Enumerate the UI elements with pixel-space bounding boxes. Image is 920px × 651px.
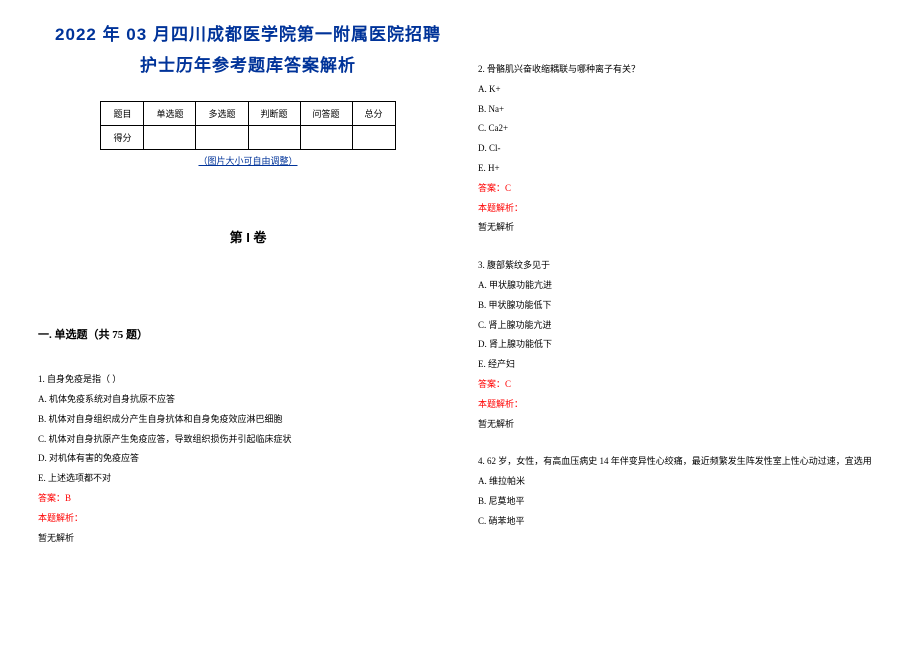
question-4: 4. 62 岁，女性，有高血压病史 14 年伴变异性心绞痛，最近频繁发生阵发性室… <box>478 452 898 531</box>
title-line-2: 护士历年参考题库答案解析 <box>38 51 458 82</box>
image-resize-link[interactable]: （图片大小可自由调整） <box>198 156 297 166</box>
td-empty <box>196 126 248 150</box>
q1-opt-a: A. 机体免疫系统对自身抗原不应答 <box>38 390 458 410</box>
th-judge: 判断题 <box>248 102 300 126</box>
q1-opt-c: C. 机体对自身抗原产生免疫应答，导致组织损伤并引起临床症状 <box>38 430 458 450</box>
section-title: 一. 单选题（共 75 题） <box>38 326 458 342</box>
td-empty <box>248 126 300 150</box>
q3-opt-a: A. 甲状腺功能亢进 <box>478 276 898 296</box>
td-empty <box>352 126 395 150</box>
q3-opt-d: D. 肾上腺功能低下 <box>478 335 898 355</box>
q4-opt-a: A. 维拉帕米 <box>478 472 898 492</box>
table-score-row: 得分 <box>101 126 395 150</box>
score-table: 题目 单选题 多选题 判断题 问答题 总分 得分 <box>100 101 395 150</box>
question-3: 3. 腹部紫纹多见于 A. 甲状腺功能亢进 B. 甲状腺功能低下 C. 肾上腺功… <box>478 256 898 434</box>
q2-opt-d: D. Cl- <box>478 139 898 159</box>
q3-explain: 本题解析：暂无解析 <box>478 395 898 435</box>
q3-answer: 答案：C <box>478 375 898 395</box>
q2-opt-b: B. Na+ <box>478 100 898 120</box>
th-single: 单选题 <box>144 102 196 126</box>
question-1: 1. 自身免疫是指（ ） A. 机体免疫系统对自身抗原不应答 B. 机体对自身组… <box>38 370 458 548</box>
q3-opt-c: C. 肾上腺功能亢进 <box>478 316 898 336</box>
q3-opt-b: B. 甲状腺功能低下 <box>478 296 898 316</box>
spacer <box>478 238 898 256</box>
q2-answer: 答案：C <box>478 179 898 199</box>
q2-opt-a: A. K+ <box>478 80 898 100</box>
td-empty <box>144 126 196 150</box>
image-caption: （图片大小可自由调整） <box>38 154 458 167</box>
q2-opt-e: E. H+ <box>478 159 898 179</box>
q1-explain: 本题解析：暂无解析 <box>38 509 458 549</box>
q1-answer: 答案：B <box>38 489 458 509</box>
q1-opt-d: D. 对机体有害的免疫应答 <box>38 449 458 469</box>
q1-opt-e: E. 上述选项都不对 <box>38 469 458 489</box>
question-2: 2. 骨骼肌兴奋收缩耦联与哪种离子有关？ A. K+ B. Na+ C. Ca2… <box>478 60 898 238</box>
th-topic: 题目 <box>101 102 144 126</box>
td-empty <box>300 126 352 150</box>
q3-stem: 3. 腹部紫纹多见于 <box>478 256 898 276</box>
q2-explain: 本题解析：暂无解析 <box>478 199 898 239</box>
title-line-1: 2022 年 03 月四川成都医学院第一附属医院招聘 <box>38 20 458 51</box>
table-header-row: 题目 单选题 多选题 判断题 问答题 总分 <box>101 102 395 126</box>
left-column: 2022 年 03 月四川成都医学院第一附属医院招聘 护士历年参考题库答案解析 … <box>38 20 458 548</box>
q4-opt-b: B. 尼莫地平 <box>478 492 898 512</box>
q2-opt-c: C. Ca2+ <box>478 119 898 139</box>
spacer <box>478 434 898 452</box>
td-score-label: 得分 <box>101 126 144 150</box>
right-column: 2. 骨骼肌兴奋收缩耦联与哪种离子有关？ A. K+ B. Na+ C. Ca2… <box>478 60 898 532</box>
q2-stem: 2. 骨骼肌兴奋收缩耦联与哪种离子有关？ <box>478 60 898 80</box>
q4-stem: 4. 62 岁，女性，有高血压病史 14 年伴变异性心绞痛，最近频繁发生阵发性室… <box>478 452 898 472</box>
q4-opt-c: C. 硝苯地平 <box>478 512 898 532</box>
document-title: 2022 年 03 月四川成都医学院第一附属医院招聘 护士历年参考题库答案解析 <box>38 20 458 81</box>
q3-opt-e: E. 经产妇 <box>478 355 898 375</box>
th-total: 总分 <box>352 102 395 126</box>
q1-stem: 1. 自身免疫是指（ ） <box>38 370 458 390</box>
th-qa: 问答题 <box>300 102 352 126</box>
volume-title: 第 I 卷 <box>38 227 458 246</box>
q1-opt-b: B. 机体对自身组织成分产生自身抗体和自身免疫效应淋巴细胞 <box>38 410 458 430</box>
th-multi: 多选题 <box>196 102 248 126</box>
